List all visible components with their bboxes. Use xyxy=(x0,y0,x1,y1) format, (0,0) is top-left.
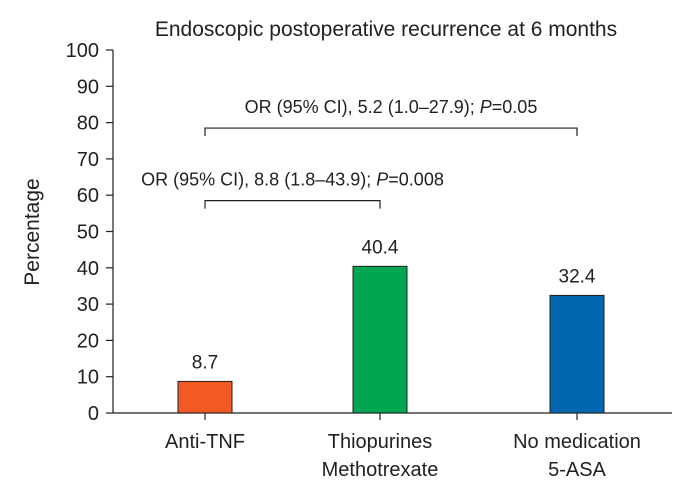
x-tick-label: 5-ASA xyxy=(548,459,606,481)
y-tick-label: 10 xyxy=(77,367,99,389)
y-tick-label: 100 xyxy=(66,40,99,62)
significance-bracket xyxy=(204,200,381,209)
y-tick-label: 50 xyxy=(77,222,99,244)
bar xyxy=(549,294,605,414)
y-tick-label: 20 xyxy=(77,330,99,352)
x-tick-label: No medication xyxy=(513,431,641,453)
y-axis-label: Percentage xyxy=(21,178,44,285)
y-tick-label: 90 xyxy=(77,76,99,98)
y-tick-label: 70 xyxy=(77,149,99,171)
annotations-group: OR (95% CI), 5.2 (1.0–27.9); P=0.05 OR (9… xyxy=(141,97,578,209)
y-tick-label: 0 xyxy=(88,403,99,425)
bar xyxy=(177,380,233,414)
y-tick-label: 30 xyxy=(77,294,99,316)
y-tick-label: 40 xyxy=(77,258,99,280)
bar xyxy=(352,265,408,414)
y-tick-label: 60 xyxy=(77,185,99,207)
data-label: 40.4 xyxy=(362,237,399,258)
chart-title: Endoscopic postoperative recurrence at 6… xyxy=(155,18,617,41)
data-label: 8.7 xyxy=(192,352,218,373)
bars-group: 8.7 40.4 32.4 xyxy=(177,237,605,414)
x-tick-label: Thiopurines xyxy=(328,431,433,453)
significance-annotation: OR (95% CI), 5.2 (1.0–27.9); P=0.05 xyxy=(245,97,538,117)
significance-annotation: OR (95% CI), 8.8 (1.8–43.9); P=0.008 xyxy=(141,170,444,190)
axes: 0 10 20 30 40 50 60 70 80 90 100 Anti-TNF Thiopurine… xyxy=(66,40,672,481)
y-tick-label: 80 xyxy=(77,113,99,135)
x-tick-label: Methotrexate xyxy=(322,459,439,481)
data-label: 32.4 xyxy=(559,266,596,287)
x-tick-label: Anti-TNF xyxy=(165,431,245,453)
significance-bracket xyxy=(204,127,578,137)
